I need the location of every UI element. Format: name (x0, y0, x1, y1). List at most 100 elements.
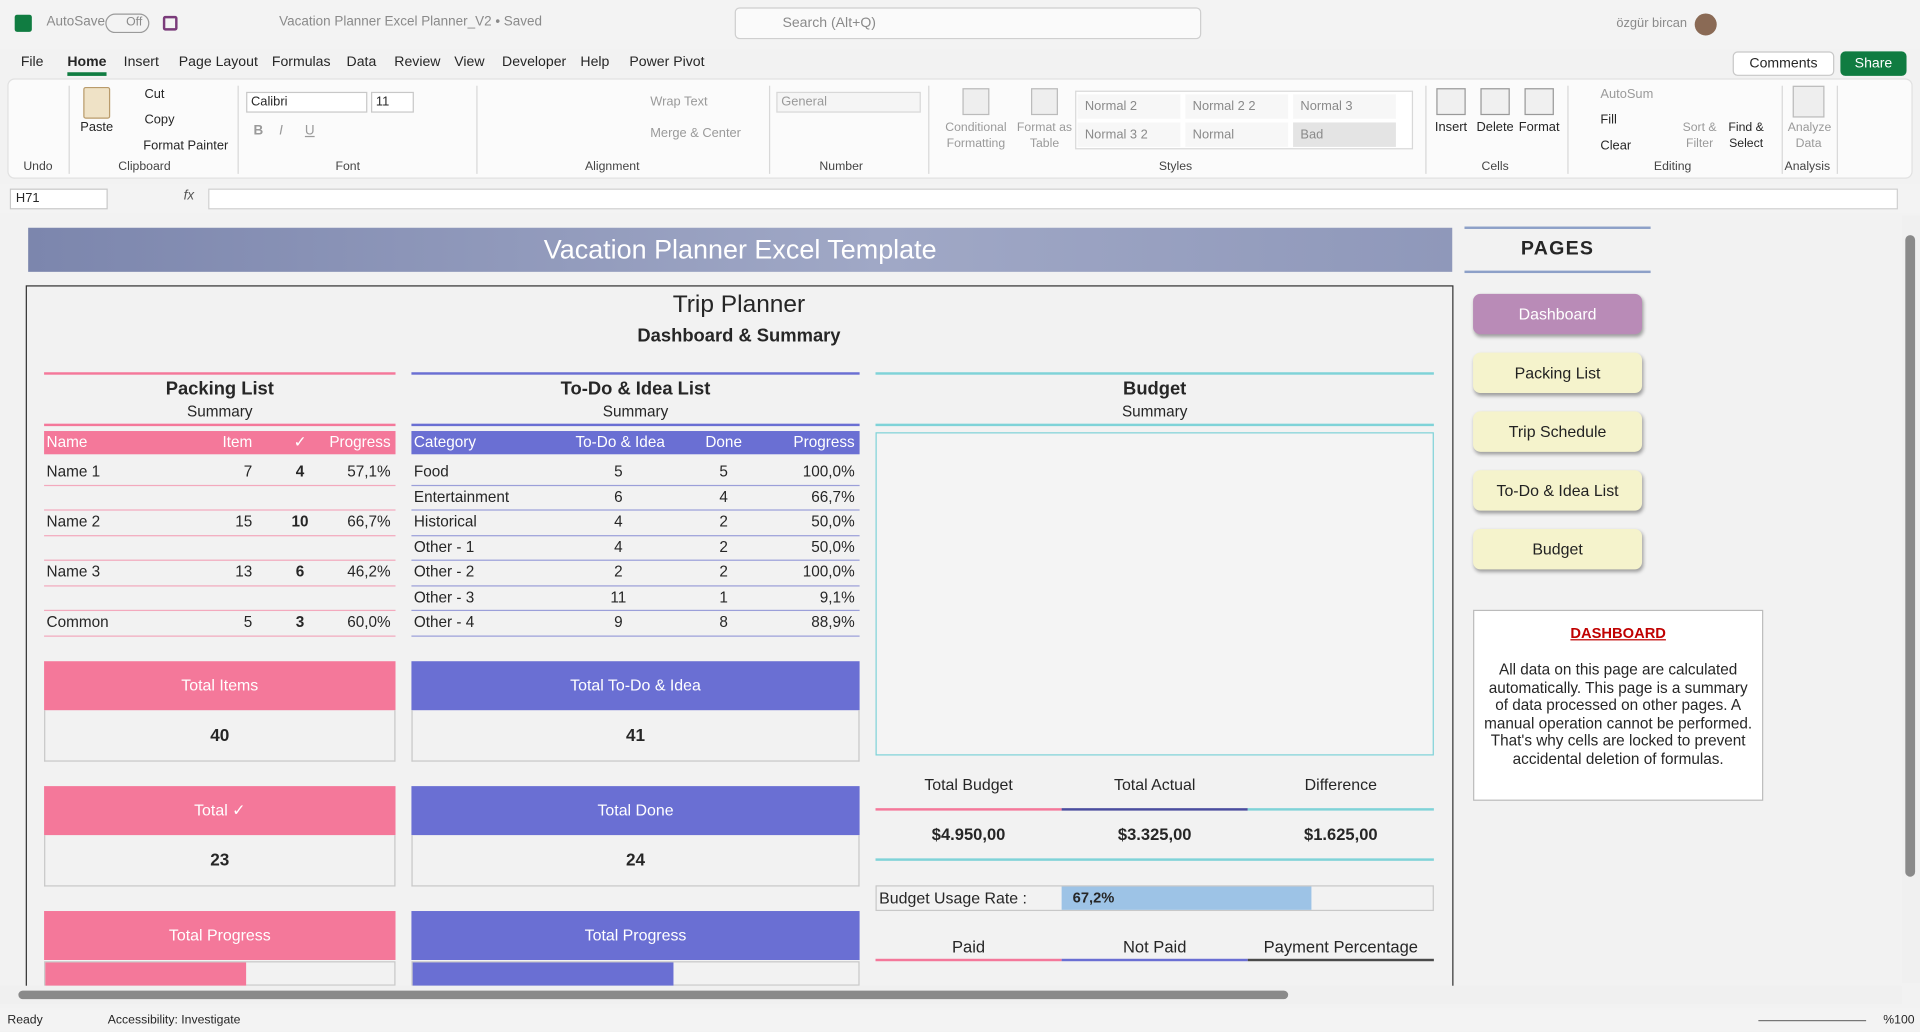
copy-button[interactable]: Copy (144, 112, 175, 128)
merge-button[interactable]: Merge & Center (650, 126, 741, 141)
section-subtitle: Summary (1121, 402, 1188, 421)
cells-button[interactable]: Delete (1476, 120, 1514, 135)
ribbon-tab[interactable]: Formulas (271, 55, 331, 70)
section-subtitle: Summary (187, 402, 253, 421)
analyze-data-button[interactable]: Analyze Data (1787, 121, 1832, 151)
formula-input[interactable] (208, 188, 1898, 210)
section-title: Budget (1123, 378, 1187, 400)
page-button[interactable]: Trip Schedule (1473, 411, 1643, 452)
cell-style[interactable]: Normal 2 (1077, 94, 1181, 119)
clear-button[interactable]: Clear (1600, 138, 1632, 154)
table-cell: Food (413, 462, 449, 481)
number-format-box[interactable]: General (776, 91, 921, 113)
table-cell: Other - 4 (413, 613, 475, 631)
cell-style[interactable]: Normal 3 2 (1077, 122, 1181, 147)
ribbon-tab[interactable]: Help (580, 55, 610, 70)
ribbon-tab[interactable]: File (20, 55, 44, 70)
row-line (411, 484, 860, 487)
cut-button[interactable]: Cut (144, 86, 165, 102)
font-size-box[interactable]: 11 (371, 91, 414, 113)
find-select-button[interactable]: Find & Select (1728, 121, 1764, 151)
table-cell: Other - 2 (413, 563, 475, 581)
autosum-button[interactable]: AutoSum (1600, 86, 1654, 102)
ribbon-group-label: Font (335, 160, 361, 174)
table-cell: Name 3 (46, 563, 101, 581)
row-line (44, 559, 396, 561)
table-cell: 6 (614, 488, 623, 506)
summary-value: $3.325,00 (1117, 825, 1192, 844)
section-line (44, 423, 396, 427)
cell-style[interactable]: Bad (1293, 122, 1396, 147)
group-separator (1567, 85, 1569, 174)
share-button[interactable]: Share (1840, 51, 1907, 76)
name-box[interactable]: H71 (9, 188, 108, 210)
page-button[interactable]: Budget (1473, 528, 1643, 570)
payment-label: Paid (952, 937, 986, 957)
table-cell: Name 2 (46, 513, 101, 531)
table-cell: 100,0% (802, 563, 855, 581)
paste-button[interactable]: Paste (80, 120, 114, 135)
column-header: Name (46, 433, 88, 451)
ribbon-tab[interactable]: Insert (123, 55, 159, 70)
accessibility-status[interactable]: Accessibility: Investigate (107, 1013, 241, 1028)
analyze-icon (1792, 85, 1825, 118)
format-as-table[interactable]: Format as Table (1016, 121, 1073, 151)
format-painter-button[interactable]: Format Painter (143, 138, 229, 154)
paste-icon[interactable] (83, 86, 111, 119)
ribbon-tab[interactable]: Developer (502, 55, 567, 70)
section-line (411, 372, 860, 375)
zoom-level[interactable]: %100 (1883, 1013, 1915, 1028)
conditional-formatting[interactable]: Conditional Formatting (945, 121, 1007, 151)
table-cell: 8 (719, 613, 728, 631)
section-title: Packing List (165, 378, 274, 400)
row-line (411, 609, 860, 612)
horizontal-thumb[interactable] (18, 990, 1289, 1000)
ribbon-tab[interactable]: Page Layout (178, 55, 258, 70)
ribbon-tab[interactable]: View (454, 55, 485, 70)
page-button[interactable]: To-Do & Idea List (1473, 470, 1643, 511)
font-style-button[interactable]: U (304, 123, 315, 139)
table-cell: Name 1 (46, 462, 101, 481)
comments-button[interactable]: Comments (1732, 51, 1835, 76)
wrap-text-button[interactable]: Wrap Text (650, 94, 708, 109)
ribbon-tab[interactable]: Power Pivot (629, 55, 705, 70)
cell-style[interactable]: Normal (1185, 122, 1289, 147)
save-icon[interactable] (162, 15, 178, 31)
autosave-toggle[interactable]: Off (105, 13, 150, 34)
cells-button[interactable]: Format (1518, 120, 1560, 135)
fill-button[interactable]: Fill (1600, 112, 1617, 128)
total-header: Total Items (44, 661, 396, 711)
vertical-thumb[interactable] (1905, 235, 1916, 877)
table-cell: 57,1% (347, 462, 391, 481)
ribbon-tab[interactable]: Review (394, 55, 441, 70)
cells-button[interactable]: Insert (1434, 120, 1468, 135)
summary-label: Difference (1304, 775, 1377, 794)
cell-style[interactable]: Normal 3 (1293, 94, 1396, 119)
page-button[interactable]: Packing List (1473, 352, 1643, 394)
progress-bar (412, 962, 674, 986)
table-cell: 50,0% (811, 538, 855, 556)
zoom-slider[interactable] (1758, 1020, 1867, 1022)
usage-row (875, 885, 1434, 912)
font-style-button[interactable]: I (279, 123, 283, 139)
excel-icon (14, 14, 32, 32)
section-line (44, 372, 396, 375)
sort-filter-button[interactable]: Sort & Filter (1682, 121, 1717, 151)
conditional-icon (962, 88, 990, 116)
page-button[interactable]: Dashboard (1473, 293, 1643, 335)
search-box[interactable]: Search (Alt+Q) (734, 7, 1202, 40)
info-text: All data on this page are calculated aut… (1484, 661, 1753, 768)
format-table-icon (1031, 88, 1058, 116)
table-cell: 7 (243, 462, 253, 481)
cells-icon (1436, 88, 1466, 116)
ribbon-tab[interactable]: Home (67, 55, 107, 76)
font-style-button[interactable]: B (253, 123, 264, 139)
payment-label: Not Paid (1122, 937, 1187, 957)
row-line (44, 509, 396, 511)
row-line (44, 535, 396, 537)
row-line (411, 585, 860, 587)
cell-style[interactable]: Normal 2 2 (1185, 94, 1289, 119)
ribbon-tab[interactable]: Data (346, 55, 377, 70)
ribbon-group-label: Number (819, 160, 863, 174)
font-name-box[interactable]: Calibri (246, 91, 368, 113)
